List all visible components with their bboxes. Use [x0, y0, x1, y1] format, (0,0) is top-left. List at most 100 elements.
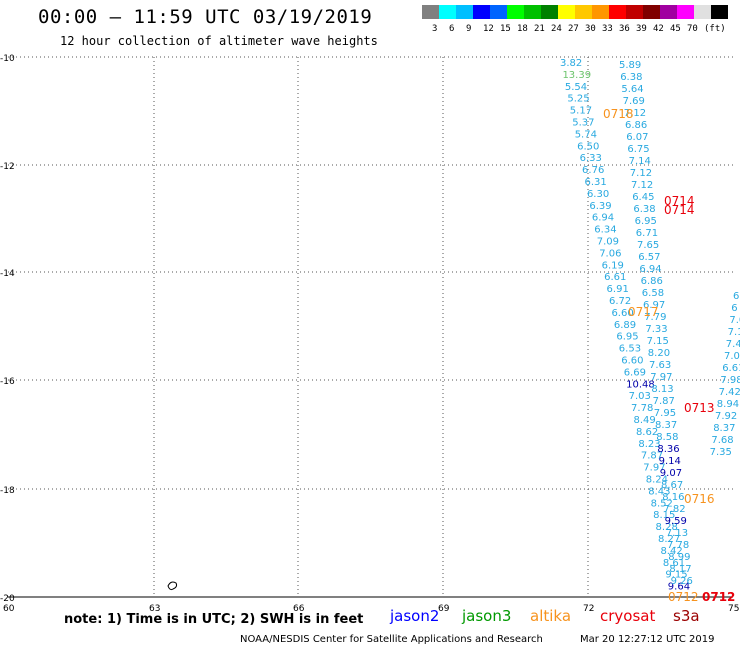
track-b-value: 7.15 — [647, 336, 669, 347]
scale-swatch — [711, 5, 728, 19]
track-a-value: 8.23 — [638, 439, 660, 450]
scale-swatch — [626, 5, 643, 19]
scale-swatch — [592, 5, 609, 19]
scale-label: 36 — [619, 24, 630, 34]
credit-text: NOAA/NESDIS Center for Satellite Applica… — [240, 634, 543, 645]
track-b-value: 8.36 — [657, 444, 679, 455]
scale-swatch — [643, 5, 660, 19]
page-subtitle: 12 hour collection of altimeter wave hei… — [60, 34, 378, 48]
track-a-value: 5.37 — [572, 118, 594, 129]
track-a-value: 5.17 — [570, 106, 592, 117]
track-b-value: 7.79 — [644, 312, 666, 323]
track-b-value: 9.59 — [665, 516, 687, 527]
track-a-value: 6.19 — [602, 260, 624, 271]
lat-tick-label: -10 — [0, 54, 15, 64]
track-a-value: 6.53 — [619, 344, 641, 355]
track-time-label: 0718 — [603, 107, 634, 121]
track-c-value: 6 — [733, 291, 739, 302]
track-b-value: 7.65 — [637, 240, 659, 251]
track-b-value: 7.14 — [629, 156, 651, 167]
track-a-value: 7.97 — [643, 463, 665, 474]
track-b-value: 6.97 — [643, 300, 665, 311]
track-b-value: 7.87 — [653, 396, 675, 407]
track-a-value: 6.50 — [577, 141, 599, 152]
scale-label: 15 — [500, 24, 511, 34]
lon-tick-label: 69 — [438, 604, 450, 614]
track-b-value: 6.57 — [638, 252, 660, 263]
track-time-label: 0716 — [684, 492, 715, 506]
track-c-value: 8.94 — [717, 399, 739, 410]
track-b-value: 7.82 — [663, 504, 685, 515]
track-a-value: 6.69 — [624, 367, 646, 378]
scale-label: 39 — [636, 24, 647, 34]
scale-swatch — [422, 5, 439, 19]
track-time-label: 0714 — [664, 194, 695, 208]
satellite-s3a-label: s3a — [673, 607, 700, 625]
track-time-label: 0712 — [668, 590, 699, 604]
scale-label: 6 — [449, 24, 455, 34]
scale-swatch — [660, 5, 677, 19]
track-b-value: 7.13 — [666, 528, 688, 539]
lat-tick-label: -14 — [0, 269, 15, 279]
lat-tick-label: -16 — [0, 377, 15, 387]
track-a-value: 5.74 — [575, 129, 597, 140]
track-b-value: 8.58 — [656, 432, 678, 443]
track-a-value: 6.39 — [589, 201, 611, 212]
track-c-value: 7.92 — [715, 411, 737, 422]
scale-label: 27 — [568, 24, 579, 34]
track-time-label: 0717 — [628, 305, 659, 319]
track-a-value: 6.76 — [582, 165, 604, 176]
track-b-value: 6.86 — [641, 276, 663, 287]
track-b-value: 6.94 — [639, 264, 661, 275]
track-b-value: 7.12 — [624, 108, 646, 119]
track-b-value: 8.99 — [668, 552, 690, 563]
scale-swatch — [507, 5, 524, 19]
track-c-value: 6 — [731, 303, 737, 314]
track-c-value: 7.06 — [724, 351, 740, 362]
lon-tick-label: 66 — [293, 604, 305, 614]
lat-tick-label: -20 — [0, 594, 15, 604]
lon-tick-label: 72 — [583, 604, 594, 614]
scale-swatch — [541, 5, 558, 19]
track-b-value: 7.12 — [631, 180, 653, 191]
scale-label: 18 — [517, 24, 528, 34]
track-b-value: 8.20 — [648, 348, 670, 359]
track-b-value: 6.95 — [635, 216, 657, 227]
track-c-value: 8.37 — [713, 423, 735, 434]
track-b-value: 6.86 — [625, 120, 647, 131]
scale-swatch — [456, 5, 473, 19]
track-a-value: 6.33 — [580, 153, 602, 164]
track-a-value: 3.82 — [560, 58, 582, 69]
scale-swatch — [473, 5, 490, 19]
track-b-value: 8.37 — [655, 420, 677, 431]
scale-label: 12 — [483, 24, 494, 34]
footer-note: note: 1) Time is in UTC; 2) SWH is in fe… — [64, 612, 364, 627]
track-a-value: 10.48 — [626, 379, 655, 390]
track-a-value: 7.78 — [631, 403, 653, 414]
track-b-value: 7.12 — [630, 168, 652, 179]
track-b-value: 8.16 — [662, 492, 684, 503]
track-b-value: 8.13 — [651, 384, 673, 395]
scale-label: 70 — [687, 24, 698, 34]
track-a-value: 6.60 — [611, 308, 633, 319]
track-a-value: 6.72 — [609, 296, 631, 307]
scale-swatch — [694, 5, 711, 19]
track-time-label: 0712 — [702, 590, 735, 604]
track-a-value: 6.95 — [616, 332, 638, 343]
scale-swatch — [609, 5, 626, 19]
track-a-value: 6.91 — [607, 284, 629, 295]
scale-swatch — [677, 5, 694, 19]
track-b-value: 5.64 — [621, 84, 643, 95]
track-c-value: 7.45 — [726, 339, 740, 350]
track-a-value: 8.52 — [651, 498, 673, 509]
track-b-value: 6.38 — [633, 204, 655, 215]
track-a-value: 5.54 — [565, 82, 587, 93]
track-b-value: 7.63 — [649, 360, 671, 371]
track-a-value: 8.42 — [660, 546, 682, 557]
track-b-value: 6.58 — [642, 288, 664, 299]
track-b-value: 7.78 — [667, 540, 689, 551]
track-b-value: 9.26 — [671, 576, 693, 587]
lat-tick-label: -18 — [0, 486, 15, 496]
